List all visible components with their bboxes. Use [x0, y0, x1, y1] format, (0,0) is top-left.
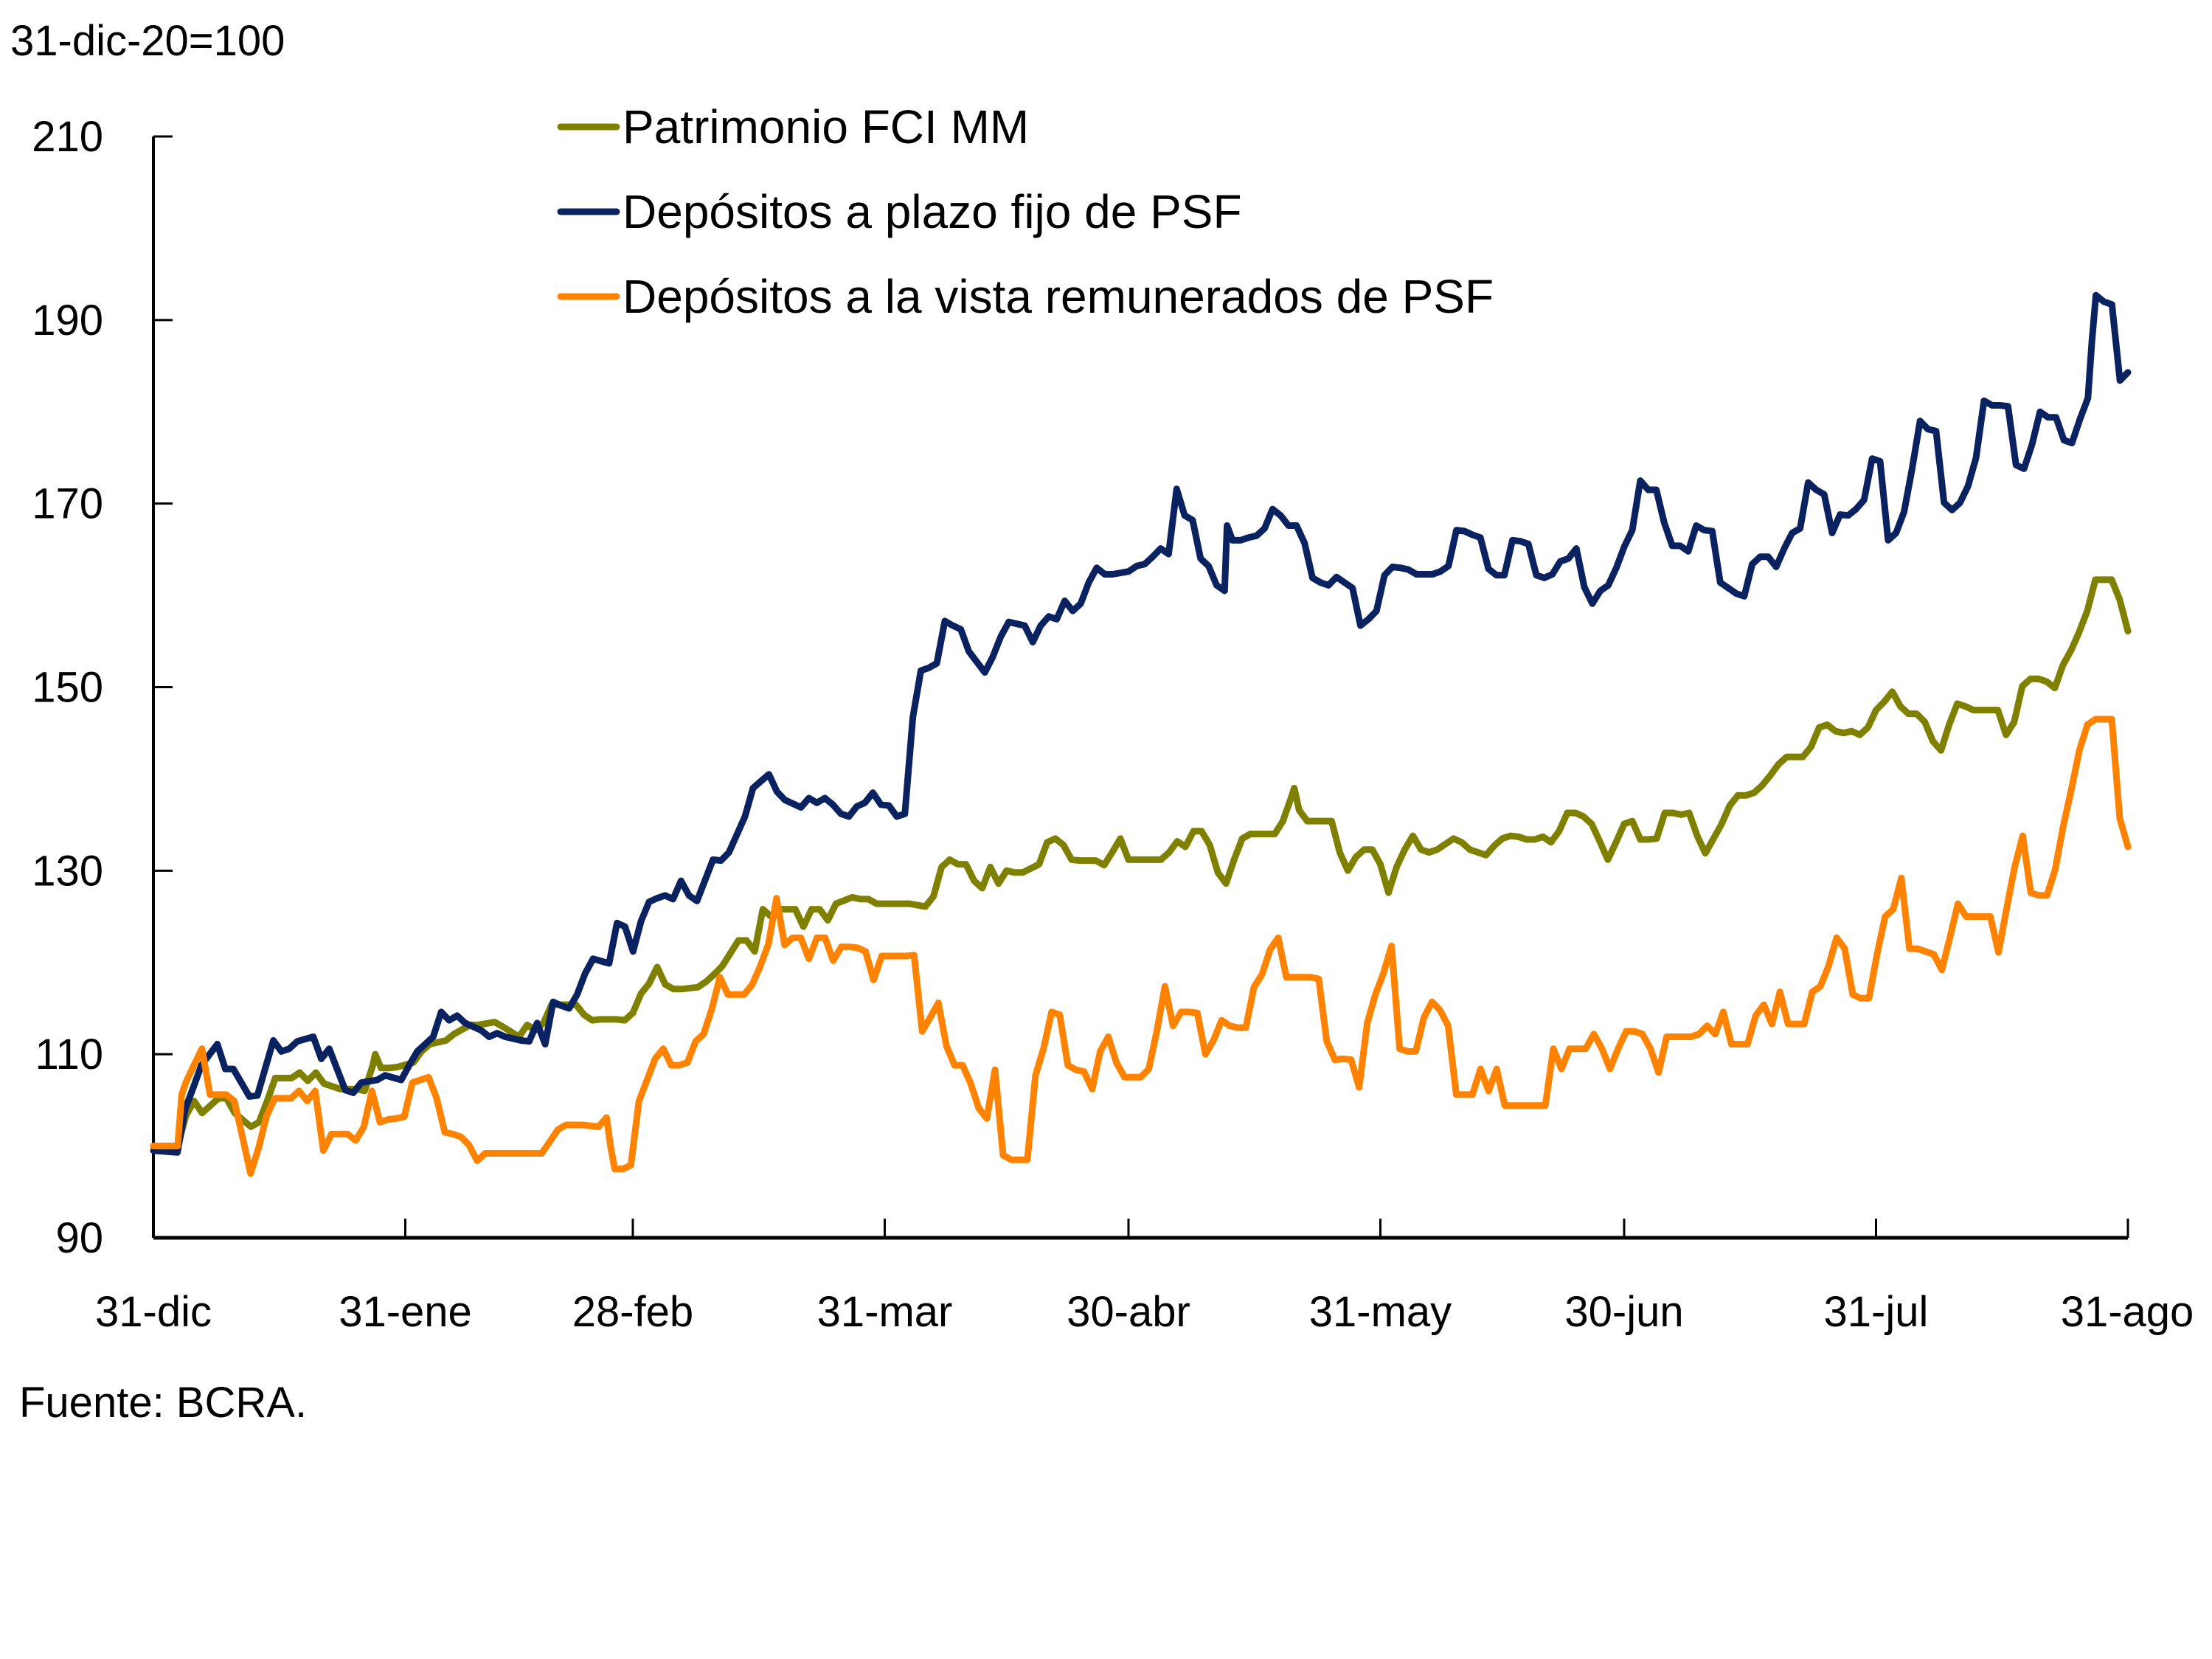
legend-label: Patrimonio FCI MM — [623, 100, 1029, 153]
x-tick-label: 31-ago — [2061, 1288, 2194, 1336]
x-tick-label: 31-mar — [817, 1288, 953, 1336]
y-axis-unit-label: 31-dic-20=100 — [10, 17, 285, 65]
series-line-1 — [150, 291, 2132, 1156]
legend-label: Depósitos a plazo fijo de PSF — [623, 185, 1242, 238]
series-line-2 — [150, 716, 2132, 1177]
y-tick-label: 210 — [32, 113, 103, 161]
y-tick-label: 150 — [32, 664, 103, 712]
axes: 90 110 130 150 170 190 210 31-dic 31-ene 28-feb 31… — [32, 113, 2194, 1336]
x-tick-label: 31-jul — [1824, 1288, 1929, 1336]
y-tick-label: 130 — [32, 847, 103, 895]
legend: Patrimonio FCI MM Depósitos a plazo fijo … — [557, 100, 1494, 323]
x-tick-label: 30-jun — [1564, 1288, 1683, 1336]
y-tick-label: 190 — [32, 297, 103, 344]
legend-item: Depósitos a la vista remunerados de PSF — [557, 270, 1494, 323]
x-tick-label: 31-dic — [95, 1288, 212, 1336]
x-tick-label: 30-abr — [1067, 1288, 1190, 1336]
source-note: Fuente: BCRA. — [19, 1379, 308, 1427]
y-tick-label: 90 — [55, 1214, 103, 1262]
series-line-0 — [150, 576, 2132, 1150]
y-tick-label: 170 — [32, 480, 103, 528]
series-layer — [150, 291, 2132, 1177]
legend-item: Depósitos a plazo fijo de PSF — [557, 185, 1242, 238]
legend-label: Depósitos a la vista remunerados de PSF — [623, 270, 1494, 323]
y-tick-label: 110 — [35, 1031, 103, 1078]
legend-item: Patrimonio FCI MM — [557, 100, 1029, 153]
x-tick-label: 31-ene — [339, 1288, 472, 1336]
x-tick-label: 28-feb — [572, 1288, 693, 1336]
x-tick-label: 31-may — [1309, 1288, 1452, 1336]
